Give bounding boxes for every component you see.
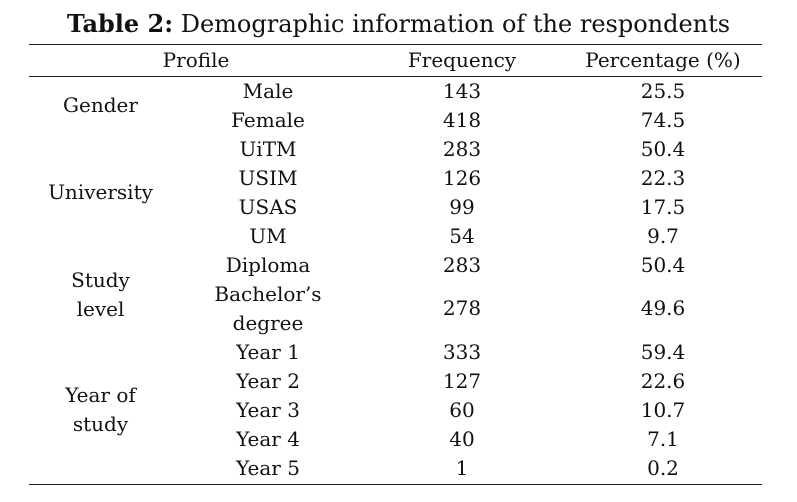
percentage-usim: 22.3 — [640, 166, 686, 190]
frequency-female: 418 — [442, 108, 482, 132]
frequency-year-3: 60 — [449, 398, 475, 422]
item-male: Male — [242, 79, 294, 103]
frequency-male: 143 — [442, 79, 482, 103]
frequency-year-4: 40 — [449, 427, 475, 451]
frequency-year-1: 333 — [442, 340, 482, 364]
item-um: UM — [249, 224, 287, 248]
item-uitm: UiTM — [239, 137, 297, 161]
item-female: Female — [231, 108, 305, 132]
item-bachelors-degree: Bachelor’s degree — [168, 280, 368, 338]
percentage-year-4: 7.1 — [647, 427, 679, 451]
frequency-year-2: 127 — [442, 369, 482, 393]
table-caption-label: Table 2: — [66, 9, 174, 38]
frequency-year-5: 1 — [455, 456, 469, 480]
group-label-year-of-study: Year of study — [28, 381, 173, 439]
percentage-diploma: 50.4 — [640, 253, 686, 277]
table-bottom-rule — [29, 484, 762, 485]
group-label-year-of-study-line2: study — [72, 412, 129, 436]
item-bachelors-line1: Bachelor’s — [214, 282, 322, 306]
item-bachelors-line2: degree — [232, 311, 304, 335]
percentage-year-1: 59.4 — [640, 340, 686, 364]
group-label-gender: Gender — [63, 93, 138, 117]
frequency-bachelors-degree: 278 — [442, 296, 482, 320]
percentage-year-5: 0.2 — [647, 456, 679, 480]
percentage-year-3: 10.7 — [640, 398, 686, 422]
header-bottom-rule — [29, 76, 762, 77]
item-year-1: Year 1 — [236, 340, 300, 364]
group-label-study-level-line2: level — [76, 297, 125, 321]
group-label-year-of-study-line1: Year of — [65, 383, 136, 407]
percentage-usas: 17.5 — [640, 195, 686, 219]
frequency-um: 54 — [449, 224, 475, 248]
table-top-rule — [29, 44, 762, 45]
group-label-study-level-line1: Study — [71, 268, 130, 292]
item-year-5: Year 5 — [236, 456, 300, 480]
percentage-um: 9.7 — [647, 224, 679, 248]
item-usas: USAS — [238, 195, 298, 219]
frequency-usim: 126 — [442, 166, 482, 190]
group-label-study-level: Study level — [28, 266, 173, 324]
header-frequency: Frequency — [407, 48, 517, 72]
percentage-bachelors-degree: 49.6 — [640, 296, 686, 320]
percentage-uitm: 50.4 — [640, 137, 686, 161]
table-caption-text: Demographic information of the responden… — [173, 10, 731, 38]
frequency-usas: 99 — [449, 195, 475, 219]
item-usim: USIM — [238, 166, 298, 190]
percentage-male: 25.5 — [640, 79, 686, 103]
group-label-university: University — [48, 180, 153, 204]
item-diploma: Diploma — [225, 253, 311, 277]
percentage-female: 74.5 — [640, 108, 686, 132]
item-year-2: Year 2 — [236, 369, 300, 393]
frequency-uitm: 283 — [442, 137, 482, 161]
item-year-3: Year 3 — [236, 398, 300, 422]
header-percentage: Percentage (%) — [585, 48, 741, 72]
header-profile: Profile — [162, 48, 230, 72]
percentage-year-2: 22.6 — [640, 369, 686, 393]
frequency-diploma: 283 — [442, 253, 482, 277]
table-caption: Table 2: Demographic information of the … — [0, 9, 797, 39]
item-year-4: Year 4 — [236, 427, 300, 451]
